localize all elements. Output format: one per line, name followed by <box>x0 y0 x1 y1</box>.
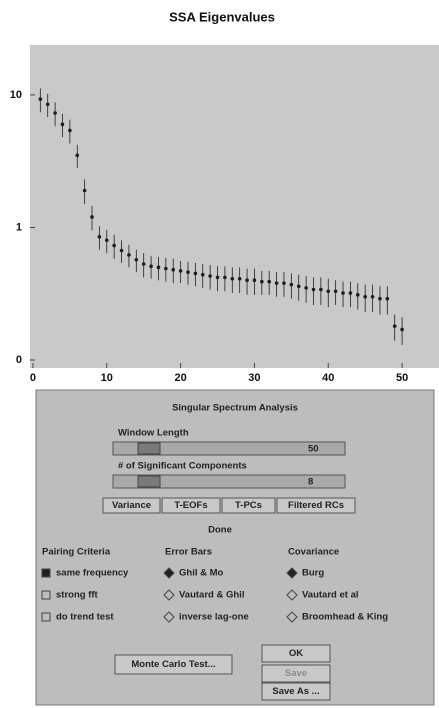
point <box>83 189 87 193</box>
group-title: Covariance <box>288 547 339 558</box>
point <box>253 278 257 282</box>
point <box>378 297 382 301</box>
dialog: Singular Spectrum Analysis Done Window L… <box>36 390 434 705</box>
option-label: Vautard & Ghil <box>179 590 244 601</box>
point <box>105 238 109 242</box>
point <box>46 102 50 106</box>
y-tick-label: 1 <box>16 221 22 233</box>
point <box>98 235 102 239</box>
action-button-label: Save As ... <box>272 686 319 697</box>
slider-thumb[interactable] <box>138 476 160 487</box>
option-label: Burg <box>302 568 324 579</box>
option-label: same frequency <box>56 568 129 579</box>
tool-button-label: Filtered RCs <box>288 500 344 511</box>
point <box>75 154 79 158</box>
point <box>171 268 175 272</box>
point <box>282 281 286 285</box>
point <box>90 215 94 219</box>
x-tick-label: 0 <box>30 372 36 384</box>
point <box>341 291 345 295</box>
point <box>39 97 43 101</box>
action-button-label: Save <box>285 668 307 679</box>
point <box>245 278 249 282</box>
point <box>127 253 131 257</box>
point <box>275 281 279 285</box>
group-title: Error Bars <box>165 547 212 558</box>
point <box>53 111 57 115</box>
y-tick-label: 0 <box>16 354 22 366</box>
point <box>326 289 330 293</box>
slider-value: 50 <box>308 444 319 455</box>
point <box>68 129 72 133</box>
point <box>149 264 153 268</box>
monte-carlo-button-label: Monte Carlo Test... <box>131 659 215 670</box>
status: Done <box>208 525 232 536</box>
point <box>112 244 116 248</box>
point <box>120 249 124 253</box>
option-label: do trend test <box>56 612 114 623</box>
point <box>135 258 139 262</box>
point <box>356 293 360 297</box>
dialog-title: Singular Spectrum Analysis <box>172 403 298 414</box>
point <box>400 328 404 332</box>
point <box>267 280 271 284</box>
point <box>186 270 190 274</box>
point <box>61 123 65 127</box>
point <box>223 276 227 280</box>
option-label: strong fft <box>56 590 99 601</box>
chart-title: SSA Eigenvalues <box>169 9 275 24</box>
option-label: Broomhead & King <box>302 612 388 623</box>
slider-value: 8 <box>308 477 313 488</box>
plot-area <box>30 45 439 368</box>
option-label: inverse lag-one <box>179 612 249 623</box>
point <box>386 297 390 301</box>
point <box>164 267 168 271</box>
x-tick-label: 40 <box>322 372 334 384</box>
slider-thumb[interactable] <box>138 443 160 454</box>
tool-button-label: T-PCs <box>235 500 262 511</box>
x-tick-label: 10 <box>101 372 113 384</box>
point <box>304 286 308 290</box>
option-label: Ghil & Mo <box>179 568 224 579</box>
group-title: Pairing Criteria <box>42 547 111 558</box>
point <box>290 283 294 287</box>
point <box>157 266 161 270</box>
point <box>371 295 375 299</box>
checkbox[interactable] <box>42 569 50 577</box>
point <box>230 277 234 281</box>
x-tick-label: 20 <box>174 372 186 384</box>
point <box>334 289 338 293</box>
point <box>363 295 367 299</box>
x-tick-label: 50 <box>396 372 408 384</box>
page: SSA Eigenvalues Singular Spectrum Analys… <box>0 0 439 708</box>
point <box>312 288 316 292</box>
point <box>349 291 353 295</box>
option-label: Vautard et al <box>302 590 359 601</box>
point <box>238 277 242 281</box>
slider-label: Window Length <box>118 428 189 439</box>
point <box>393 324 397 328</box>
action-button-label: OK <box>289 648 303 659</box>
y-tick-label: 10 <box>10 89 22 101</box>
point <box>179 269 183 273</box>
point <box>319 288 323 292</box>
point <box>216 276 220 280</box>
point <box>297 284 301 288</box>
point <box>260 280 264 284</box>
tool-button-label: T-EOFs <box>174 500 207 511</box>
tool-button-label: Variance <box>112 500 151 511</box>
point <box>201 273 205 277</box>
x-tick-label: 30 <box>248 372 260 384</box>
point <box>194 272 198 276</box>
point <box>208 274 212 278</box>
point <box>142 262 146 266</box>
slider-label: # of Significant Components <box>118 461 247 472</box>
